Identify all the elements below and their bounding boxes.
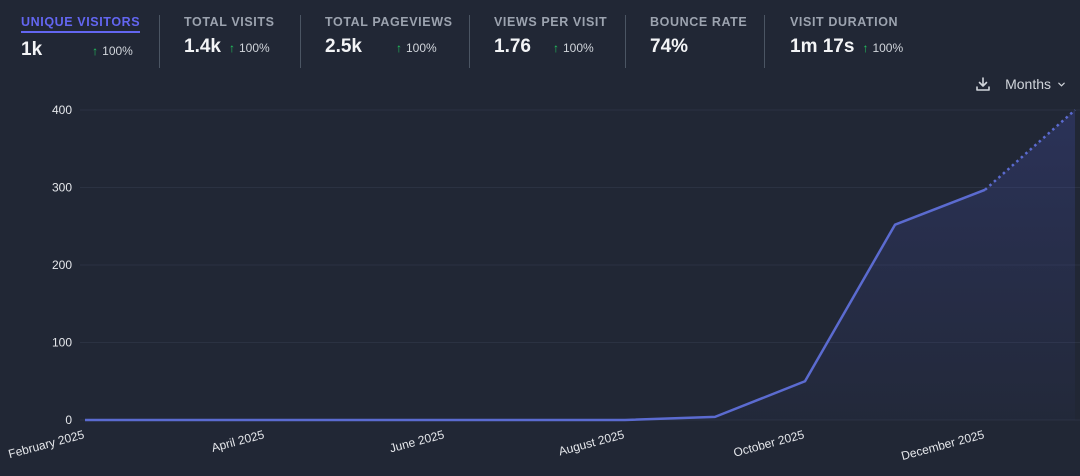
svg-text:December 2025: December 2025 — [900, 427, 986, 463]
metric-value: 1k — [21, 39, 43, 60]
metric-value: 1.4k — [184, 36, 221, 57]
chart-line-incomplete — [984, 109, 1076, 191]
interval-label: Months — [1005, 76, 1051, 92]
svg-text:June 2025: June 2025 — [388, 427, 446, 455]
svg-text:August 2025: August 2025 — [557, 427, 626, 458]
metric-change: ↑ 100% — [553, 41, 594, 55]
divider — [764, 15, 765, 68]
divider — [469, 15, 470, 68]
metric-label: Bounce rate — [650, 15, 748, 29]
metric-value: 74% — [650, 36, 689, 57]
metric-change-value: 100% — [102, 44, 133, 58]
metric-views-per-visit[interactable]: Views per visit 1.76 ↑ 100% — [494, 14, 607, 68]
arrow-up-icon: ↑ — [552, 41, 559, 55]
metric-change: ↑ 100% — [862, 41, 903, 55]
metric-label: Views per visit — [494, 15, 608, 29]
arrow-up-icon: ↑ — [862, 41, 869, 55]
y-axis: 0 100 200 300 400 — [52, 103, 72, 427]
metric-label: Unique visitors — [21, 14, 141, 33]
metric-value: 1.76 — [494, 36, 531, 57]
metric-value: 2.5k — [325, 36, 362, 57]
metric-change: ↑ 100% — [229, 41, 270, 55]
svg-text:200: 200 — [52, 258, 72, 272]
svg-text:February 2025: February 2025 — [7, 427, 86, 461]
svg-text:0: 0 — [65, 413, 72, 427]
chart-controls: Months — [975, 76, 1066, 92]
svg-text:300: 300 — [52, 181, 72, 195]
interval-picker[interactable]: Months — [1005, 76, 1066, 92]
metric-label: Total visits — [184, 15, 275, 29]
metric-change-value: 100% — [872, 41, 904, 55]
divider — [300, 15, 301, 68]
metric-change-value: 100% — [405, 41, 437, 55]
svg-text:100: 100 — [52, 336, 72, 350]
metric-total-visits[interactable]: Total visits 1.4k ↑ 100% — [184, 14, 275, 68]
metric-value: 1m 17s — [790, 36, 855, 57]
metric-change-value: 100% — [562, 41, 594, 55]
chart-line — [85, 188, 986, 422]
top-stats: Unique visitors 1k ↑ 100% Total visits 1… — [0, 0, 1080, 70]
divider — [159, 15, 160, 68]
metric-label: Visit duration — [790, 15, 899, 29]
metric-total-pageviews[interactable]: Total pageviews 2.5k ↑ 100% — [325, 14, 453, 68]
svg-text:October 2025: October 2025 — [732, 427, 806, 459]
svg-text:April 2025: April 2025 — [210, 427, 266, 455]
svg-text:400: 400 — [52, 103, 72, 117]
arrow-up-icon: ↑ — [92, 44, 99, 58]
metric-change: ↑ 100% — [92, 44, 133, 58]
divider — [625, 15, 626, 68]
x-axis: February 2025 April 2025 June 2025 August 2… — [7, 427, 986, 463]
metric-bounce-rate[interactable]: Bounce rate 74% — [650, 14, 747, 68]
arrow-up-icon: ↑ — [395, 41, 402, 55]
chevron-down-icon — [1058, 82, 1065, 87]
download-icon[interactable] — [975, 76, 991, 92]
metric-change-value: 100% — [238, 41, 270, 55]
metric-unique-visitors[interactable]: Unique visitors 1k ↑ 100% — [21, 14, 141, 68]
metric-change: ↑ 100% — [396, 41, 437, 55]
metric-visit-duration[interactable]: Visit duration 1m 17s ↑ 100% — [790, 14, 903, 68]
metric-label: Total pageviews — [325, 15, 453, 29]
arrow-up-icon: ↑ — [228, 41, 235, 55]
